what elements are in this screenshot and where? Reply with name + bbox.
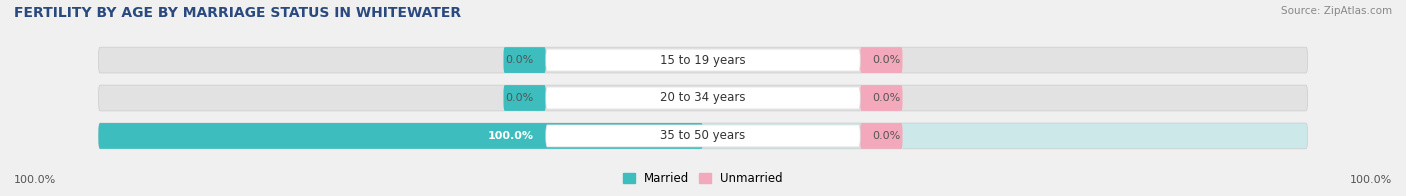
Text: 35 to 50 years: 35 to 50 years [661,129,745,142]
Text: 20 to 34 years: 20 to 34 years [661,92,745,104]
Text: 0.0%: 0.0% [506,55,534,65]
Text: Source: ZipAtlas.com: Source: ZipAtlas.com [1281,6,1392,16]
Text: 15 to 19 years: 15 to 19 years [661,54,745,67]
FancyBboxPatch shape [860,123,903,149]
Text: 0.0%: 0.0% [872,131,900,141]
FancyBboxPatch shape [98,123,1308,149]
Text: 0.0%: 0.0% [506,93,534,103]
FancyBboxPatch shape [860,85,903,111]
FancyBboxPatch shape [546,87,860,109]
FancyBboxPatch shape [503,85,546,111]
Text: 0.0%: 0.0% [872,55,900,65]
FancyBboxPatch shape [860,47,903,73]
FancyBboxPatch shape [98,123,703,149]
Legend: Married, Unmarried: Married, Unmarried [619,168,787,190]
FancyBboxPatch shape [98,47,1308,73]
Text: 100.0%: 100.0% [14,175,56,185]
FancyBboxPatch shape [503,47,546,73]
Text: 0.0%: 0.0% [872,93,900,103]
Text: 100.0%: 100.0% [488,131,534,141]
Text: 100.0%: 100.0% [1350,175,1392,185]
Text: FERTILITY BY AGE BY MARRIAGE STATUS IN WHITEWATER: FERTILITY BY AGE BY MARRIAGE STATUS IN W… [14,6,461,20]
FancyBboxPatch shape [98,85,1308,111]
FancyBboxPatch shape [546,49,860,71]
FancyBboxPatch shape [546,125,860,147]
